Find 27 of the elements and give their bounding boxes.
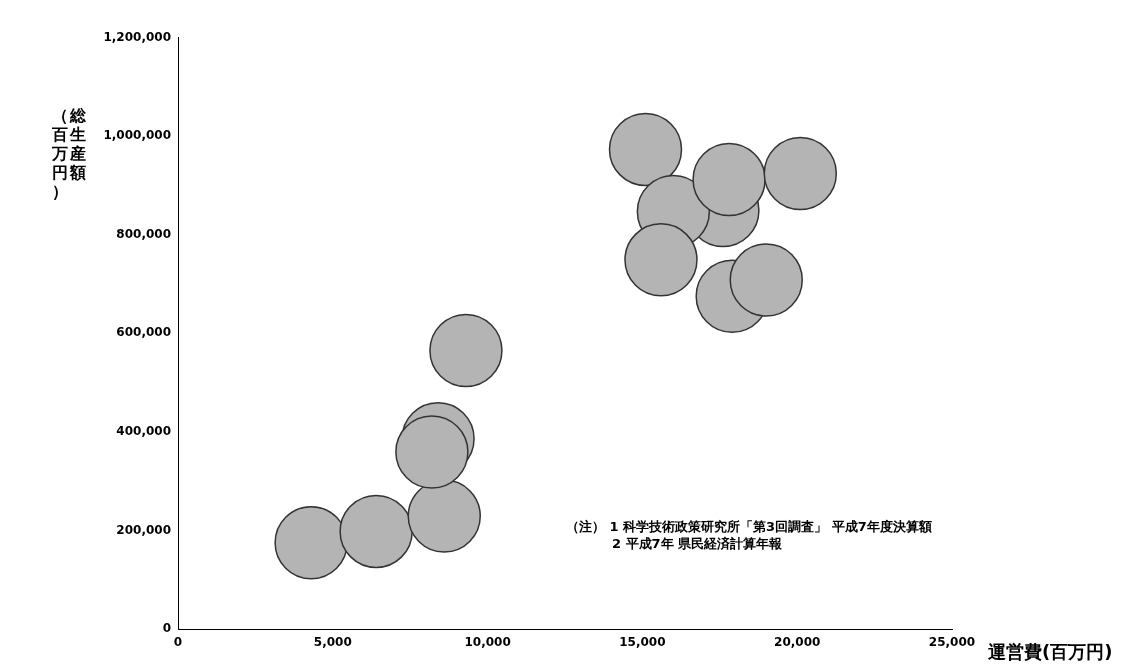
annotation: （注） 1 科学技術政策研究所「第3回調査」 平成7年度決算額: [566, 518, 932, 535]
x-tick-label: 0: [173, 635, 183, 650]
point: [407, 479, 482, 553]
y-tick-label: 1,200,000: [103, 29, 171, 44]
point: [729, 243, 803, 317]
y-tick-label: 600,000: [116, 325, 171, 340]
x-tick-label: 15,000: [619, 635, 666, 650]
y-tick-label: 1,000,000: [103, 128, 171, 143]
annotation: 2 平成7年 県民経済計算年報: [611, 535, 784, 552]
x-axis-title: 運営費(百万円): [988, 640, 1113, 664]
x-tick-label: 25,000: [928, 635, 976, 650]
point: [763, 136, 838, 211]
y-tick-label: 0: [162, 621, 171, 636]
y-tick-label: 400,000: [116, 423, 171, 438]
point: [692, 142, 766, 217]
x-tick-label: 5,000: [313, 635, 352, 650]
text: 総生産額（百万円）: [52, 106, 86, 201]
x-tick-label: 20,000: [774, 635, 821, 650]
point: [274, 505, 348, 580]
point: [339, 494, 413, 569]
x-tick-label: 10,000: [464, 635, 511, 650]
point: [608, 112, 683, 187]
point: [624, 223, 698, 297]
point: [429, 313, 503, 388]
y-tick-label: 800,000: [116, 226, 171, 241]
point: [395, 415, 469, 489]
y-tick-label: 200,000: [116, 522, 171, 537]
